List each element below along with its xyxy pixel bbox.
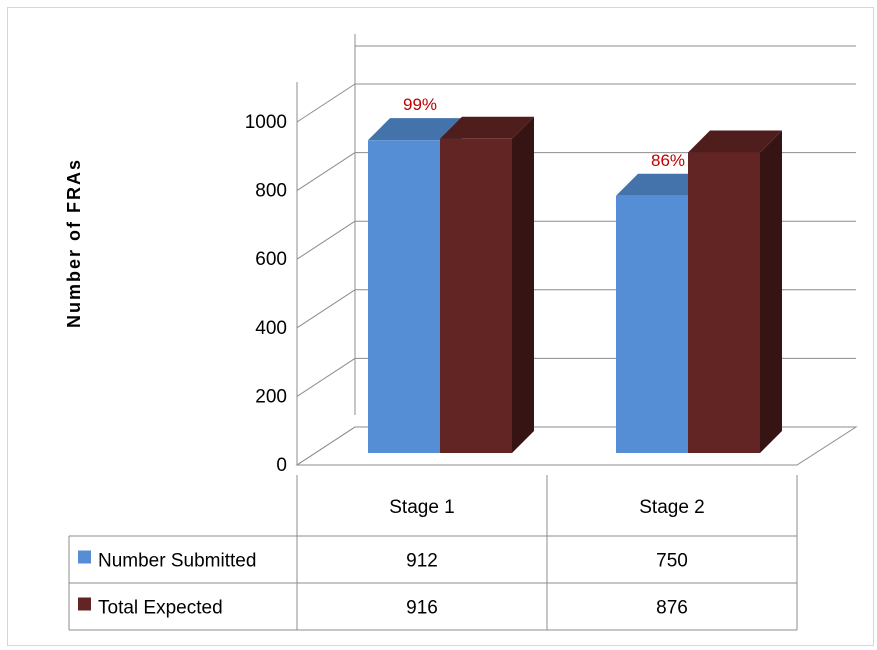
data-annotations: 99% 86% xyxy=(403,95,685,170)
gridline-side xyxy=(296,83,356,123)
legend-swatch xyxy=(78,550,91,564)
gridline-side xyxy=(296,152,356,192)
y-tick-label: 600 xyxy=(255,249,287,270)
y-tick-label: 0 xyxy=(276,455,287,476)
y-tick-labels: 0 200 400 600 800 1000 xyxy=(245,112,287,476)
bar-top xyxy=(616,173,710,196)
bar-top xyxy=(368,118,462,141)
gridline-side xyxy=(296,220,356,260)
legend-label: Total Expected xyxy=(98,598,223,619)
bar xyxy=(368,140,440,453)
table-cell-value: 916 xyxy=(406,598,438,619)
bar-side xyxy=(760,130,782,454)
bar-side xyxy=(512,116,534,453)
table-cell-value: 750 xyxy=(656,551,688,572)
bar xyxy=(440,138,512,453)
bar xyxy=(688,152,760,454)
y-tick-label: 800 xyxy=(255,181,287,202)
y-axis-title: Number of FRAs xyxy=(64,158,84,328)
table-cell-value: 912 xyxy=(406,551,438,572)
bar xyxy=(616,195,688,453)
legend-swatch xyxy=(78,597,91,611)
bars xyxy=(368,116,782,454)
bar-top xyxy=(688,130,782,153)
table-cell-value: 876 xyxy=(656,598,688,619)
y-tick-label: 400 xyxy=(255,318,287,339)
data-label: 86% xyxy=(651,151,685,170)
y-tick-label: 1000 xyxy=(245,112,287,133)
legend-label: Number Submitted xyxy=(98,551,256,572)
gridline-side xyxy=(296,357,356,397)
data-table: Stage 1 Stage 2 Number Submitted 912 750 Tota… xyxy=(68,475,798,631)
table-header-category: Stage 1 xyxy=(389,497,455,518)
y-tick-label: 200 xyxy=(255,386,287,407)
data-label: 99% xyxy=(403,95,437,114)
table-header-category: Stage 2 xyxy=(639,497,705,518)
bar-top xyxy=(440,116,534,139)
gridline-side xyxy=(296,289,356,329)
gridline-side xyxy=(296,426,356,466)
